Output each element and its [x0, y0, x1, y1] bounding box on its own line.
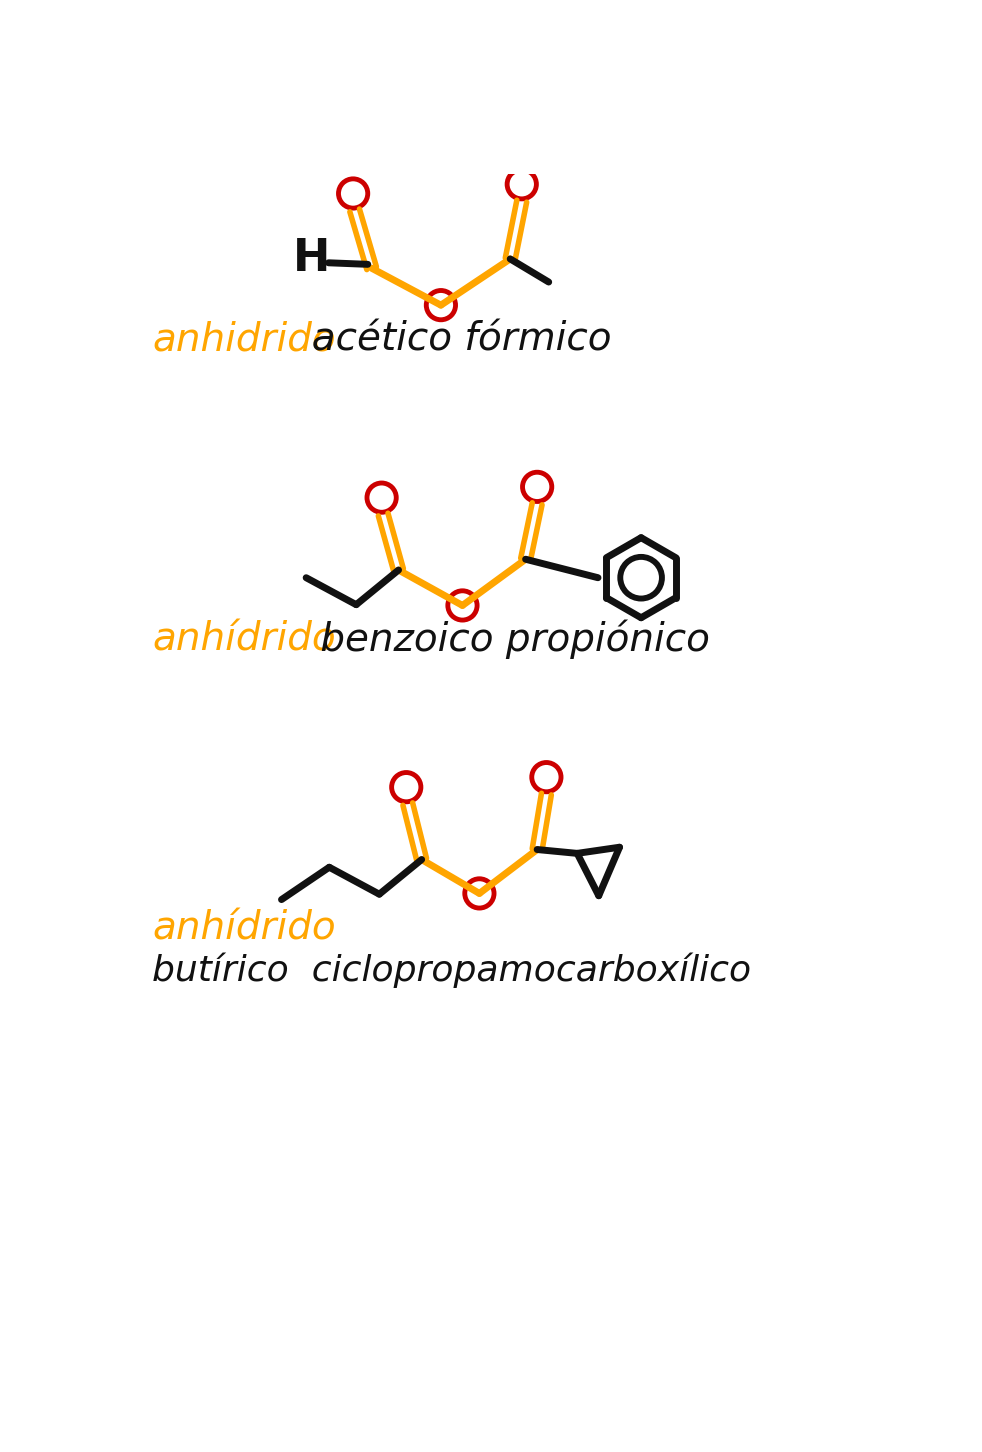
Text: anhidrido: anhidrido: [152, 319, 336, 359]
Text: benzoico propiónico: benzoico propiónico: [308, 620, 710, 659]
Text: butírico  ciclopropamocarboxílico: butírico ciclopropamocarboxílico: [152, 953, 751, 989]
Text: acético fórmico: acético fórmico: [287, 319, 612, 359]
Text: H: H: [293, 238, 330, 280]
Text: anhídrido: anhídrido: [152, 910, 336, 948]
Text: anhídrido: anhídrido: [152, 620, 336, 658]
